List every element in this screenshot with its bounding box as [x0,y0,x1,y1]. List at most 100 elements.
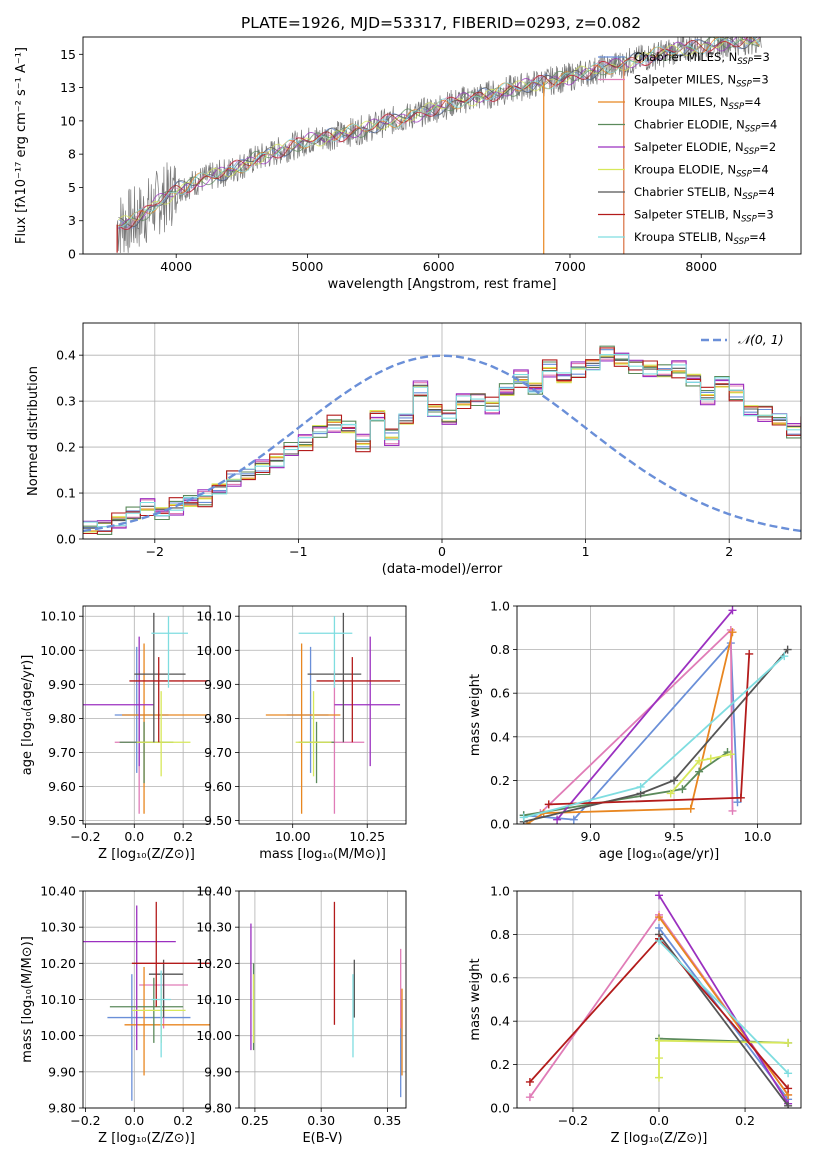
legend-subscript: SSP [745,125,761,135]
plot-area [83,612,208,814]
weight-vs-age-panel: 9.0 9.5 10.0 0.0 0.2 0.4 0.6 0.8 1.0 age [log₁₀(a… [468,599,802,862]
weight-line [539,627,734,814]
legend-entry: Kroupa STELIB, NSSP=4 [634,230,766,247]
y-tick-label: 3 [68,213,76,228]
legend-subscript: SSP [736,170,752,180]
weight-line [658,1039,789,1078]
legend-subscript: SSP [741,215,757,225]
legend-label: Kroupa ELODIE, N [634,163,736,177]
weight-marker [636,782,645,791]
weight-marker [666,789,675,798]
y-tick-label: 0.4 [490,729,510,744]
y-tick-label: 10.10 [40,609,76,624]
error-bar-point [148,959,184,1018]
y-tick-label: 10.10 [196,609,232,624]
x-tick-label: −1 [289,544,307,559]
x-axis-label: Z [log₁₀(Z/Z⊙)] [98,1131,195,1146]
weight-marker [553,815,562,824]
y-tick-label: 1.0 [490,884,510,899]
x-tick-label: −0.2 [70,1113,100,1128]
legend-label: 𝒩(0, 1) [738,332,784,347]
y-tick-label: 9.90 [48,677,76,692]
weight-marker [784,1038,793,1047]
age-vs-mass-panel: 10.00 10.25 9.50 9.60 9.70 9.80 9.90 10.00 10.10… [196,605,407,862]
axes-frame [82,322,802,540]
y-tick-label: 0.6 [490,686,510,701]
y-tick-label: 0.8 [490,642,510,657]
y-tick-label: 0.0 [490,1101,510,1116]
legend-subscript: SSP [742,192,758,202]
figure-title: PLATE=1926, MJD=53317, FIBERID=0293, z=0… [241,14,641,32]
x-tick-label: 2 [725,544,733,559]
error-bar-point [151,970,171,1058]
weight-marker [728,628,737,637]
y-tick-label: 1.0 [490,599,510,614]
age-vs-metallicity-panel: −0.2 0.0 0.2 9.50 9.60 9.70 9.80 9.90 10.00 10.10… [20,605,211,862]
y-tick-label: 0.1 [56,486,76,501]
y-tick-label: 9.80 [48,711,76,726]
weight-marker [569,815,578,824]
weight-marker [728,606,737,615]
y-tick-label: 0.4 [56,348,76,363]
y-tick-label: 0.6 [490,970,510,985]
legend-label: Kroupa STELIB, N [634,230,734,244]
legend-label: Salpeter MILES, N [634,73,736,87]
legend-entry: Chabrier ELODIE, NSSP=4 [634,118,777,135]
y-tick-label: 9.80 [204,1101,232,1116]
plot-area [250,901,403,1098]
x-tick-label: 0.35 [374,1113,402,1128]
weight-line [556,609,734,821]
x-tick-label: 1 [582,544,590,559]
y-tick-label: 10.40 [40,884,76,899]
y-tick-label: 10.20 [196,956,232,971]
legend-entry: Salpeter STELIB, NSSP=3 [634,208,774,225]
histogram-series [83,353,801,528]
x-tick-label: 10.25 [349,829,385,844]
plot-area [83,345,801,535]
y-tick-label: 0.0 [56,532,76,547]
y-tick-label: 0.3 [56,394,76,409]
error-bar-point [107,974,191,1101]
legend-count: =4 [758,185,775,199]
plot-area [519,606,792,824]
plot-area [265,612,401,814]
y-axis-label: Flux [fλ10⁻¹⁷ erg cm⁻² s⁻¹ A⁻¹] [14,47,29,244]
x-tick-label: 9.5 [664,829,684,844]
mass-vs-metallicity-panel: −0.2 0.0 0.2 9.80 9.90 10.00 10.10 10.20 10.30 10… [20,884,211,1146]
plot-area [83,901,210,1101]
histogram-series [83,355,801,532]
legend-count: =2 [759,140,776,154]
legend-label: Kroupa MILES, N [634,95,729,109]
weight-marker [655,1073,663,1082]
weight-line [658,940,789,1074]
y-tick-label: 0.2 [56,440,76,455]
y-axis-label: Normed distribution [26,366,41,496]
weight-marker [678,785,687,794]
y-axis-label: mass weight [468,958,483,1040]
x-tick-label: 10.00 [275,829,311,844]
axes-frame [82,890,211,1109]
error-bar-point [83,905,176,1051]
error-bar-point [83,636,154,767]
weight-marker [736,793,745,802]
x-tick-label: 9.0 [581,829,601,844]
y-tick-label: 5 [68,180,76,195]
spectrum-panel: 4000 5000 6000 7000 8000 0 3 5 8 10 13 15 wavelength… [14,36,802,292]
weight-marker [655,891,663,900]
legend-count: =3 [757,208,774,222]
y-tick-label: 0 [68,247,76,262]
weight-line [670,753,731,795]
y-tick-label: 9.60 [204,779,232,794]
axes-frame [516,890,802,1109]
weight-marker [695,767,704,776]
weight-marker [780,652,789,661]
axes-frame [238,890,407,1109]
y-tick-label: 15 [60,47,76,62]
y-tick-label: 9.50 [48,813,76,828]
y-tick-label: 10.00 [196,643,232,658]
grid [239,890,406,1109]
y-tick-label: 0.8 [490,927,510,942]
y-tick-label: 10.30 [196,920,232,935]
y-tick-label: 9.50 [204,813,232,828]
